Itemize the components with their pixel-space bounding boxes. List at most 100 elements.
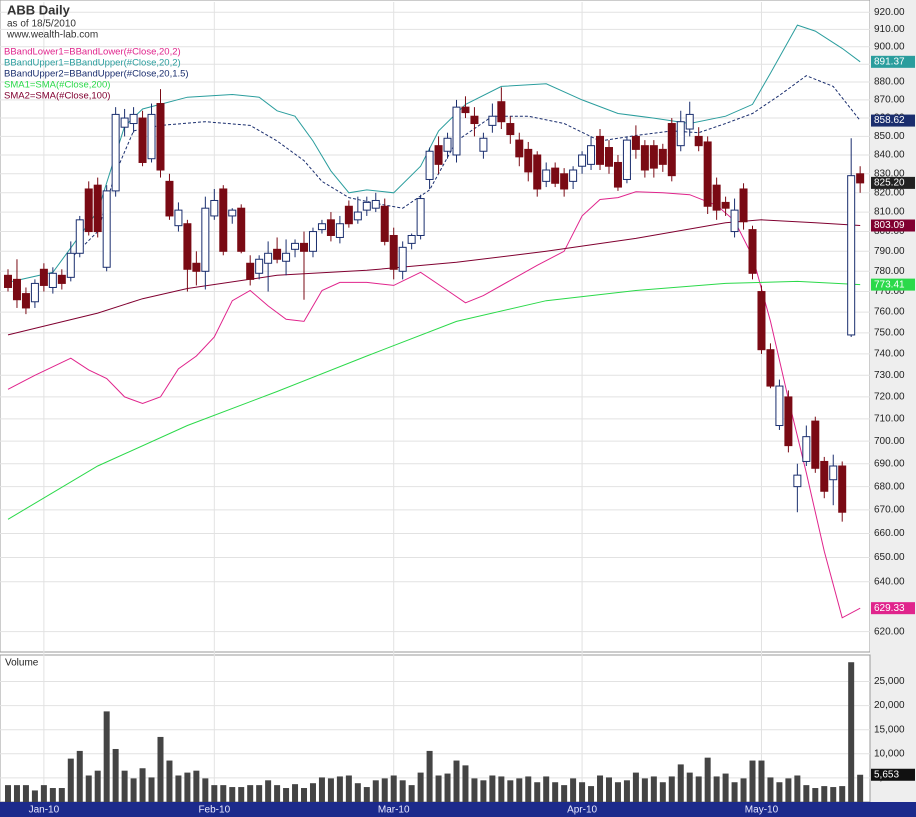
candle-body [156,103,165,171]
candle-body [721,201,730,209]
candle-body [210,199,219,217]
candle-body [416,198,425,236]
volume-bar [830,787,837,802]
volume-bar [166,760,173,802]
volume-bar [605,777,612,802]
candle-body [434,145,443,165]
volume-bar [318,777,325,802]
volume-bar [148,777,155,802]
volume-bar [641,778,648,802]
volume-bar [570,778,577,802]
last-value-label: 773.41 [874,279,905,290]
y-tick-label: 910.00 [874,24,905,35]
volume-bar [103,711,110,802]
y-tick-label: 790.00 [874,246,905,257]
y-tick-label: 710.00 [874,414,905,425]
candle-body [658,148,667,165]
candle-body [344,205,353,225]
candle-body [739,188,748,223]
last-value-label: 891.37 [874,56,905,67]
candle-body [524,148,533,173]
volume-bar [776,782,783,802]
candle-body [730,209,739,233]
candle-body [488,115,497,126]
candle-body [228,209,237,217]
x-tick-label: Feb-10 [198,805,230,816]
volume-bar [516,778,523,802]
legend-entry: BBandUpper2=BBandUpper(#Close,20,1.5) [4,69,189,80]
last-value-box [871,768,915,781]
price-panel [0,0,871,653]
volume-bar [498,776,505,802]
volume-bar [650,776,657,802]
candle-body [596,135,605,165]
y-tick-label: 700.00 [874,436,905,447]
volume-bar [489,775,496,802]
y-tick-label: 760.00 [874,307,905,318]
candle-body [793,474,802,488]
volume-bar [390,775,397,802]
candle-body [461,106,470,114]
volume-bar [85,775,92,802]
volume-bar [695,776,702,802]
volume-bar [31,790,38,802]
candle-body [255,258,264,274]
candle-body [604,147,613,167]
candle-body [308,231,317,252]
y-tick-label: 780.00 [874,266,905,277]
candle-body [784,396,793,447]
candle-body [335,223,344,238]
candle-body [667,123,676,177]
candle-body [694,135,703,147]
y-tick-label: 670.00 [874,505,905,516]
y-tick-label: 25,000 [874,676,905,687]
volume-bar [704,757,711,802]
last-value-box [871,114,915,127]
candle-body [856,173,865,184]
volume-bar [435,775,442,802]
candle-body [712,184,721,211]
volume-bar [139,768,146,802]
candle-body [66,252,75,278]
candle-body [506,123,515,136]
volume-bar [480,780,487,802]
last-value-label: 858.62 [874,115,905,126]
y-tick-label: 20,000 [874,700,905,711]
volume-bar [722,773,729,802]
volume-bar [749,760,756,802]
candle-body [811,420,820,469]
candle-body [21,293,30,309]
volume-bar [561,785,568,802]
indicator-line [7,219,861,336]
candle-body [748,229,757,274]
volume-bar [821,786,828,802]
x-tick-label: Jan-10 [29,805,60,816]
volume-bar [426,750,433,802]
volume-bar [354,783,361,802]
candle-body [622,139,631,180]
y-tick-label: 840.00 [874,150,905,161]
last-value-label: 5,653 [874,769,899,780]
legend-entry: SMA1=SMA(#Close,200) [4,80,110,91]
volume-bar [668,776,675,802]
candle-body [273,248,282,260]
candle-body [425,150,434,180]
volume-bar [5,785,11,802]
candle-body [452,106,461,156]
candle-body [560,173,569,190]
chart-title: ABB Daily [7,2,71,17]
x-tick-label: Mar-10 [378,805,410,816]
volume-bar [453,760,460,802]
y-tick-label: 620.00 [874,626,905,637]
volume-bar [345,775,352,802]
candle-body [551,167,560,184]
volume-bar [848,662,855,802]
volume-bar [623,780,630,802]
volume-bar [588,786,595,802]
candle-body [192,262,201,272]
candle-body [802,436,811,462]
source: www.wealth-lab.com [6,30,98,41]
volume-bar [238,787,245,802]
candle-body [685,113,694,130]
